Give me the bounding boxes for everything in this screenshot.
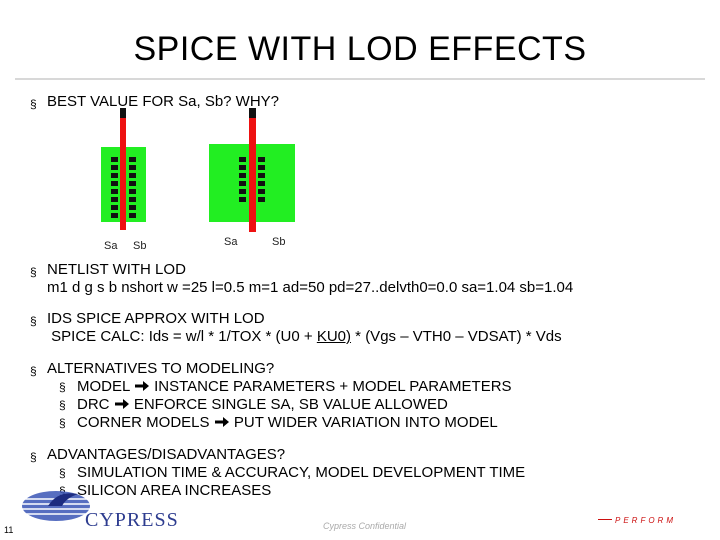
contact-column-right-drain: [258, 157, 265, 202]
label-sb-left: Sb: [133, 240, 147, 252]
contact-square: [111, 205, 118, 210]
label-sb-right: Sb: [272, 236, 286, 248]
bullet-alternatives: ALTERNATIVES TO MODELING? § MODEL INSTANC…: [47, 360, 512, 432]
contact-square: [239, 197, 246, 202]
gate-poly-right: [249, 108, 256, 232]
contact-square: [129, 165, 136, 170]
cypress-tree-logo-icon: [22, 491, 92, 521]
bullet-netlist: NETLIST WITH LOD m1 d g s b nshort w =25…: [47, 261, 573, 297]
arrow-right-icon: [134, 381, 149, 391]
contact-square: [129, 205, 136, 210]
sub-bullet-marker: §: [59, 380, 66, 394]
contact-square: [258, 197, 265, 202]
sub-bullet-marker: §: [59, 466, 66, 480]
contact-column-left-drain: [129, 157, 136, 218]
contact-column-right-source: [239, 157, 246, 202]
confidential-label: Cypress Confidential: [323, 521, 407, 531]
ids-formula: SPICE CALC: Ids = w/l * 1/TOX * (U0 + KU…: [47, 328, 562, 346]
formula-ku0: KU0): [316, 328, 352, 345]
arrow-right-icon: [114, 399, 129, 409]
alt-item-corner-models: § CORNER MODELS PUT WIDER VARIATION INTO …: [59, 414, 498, 431]
brand-logo-text: CYPRESS: [85, 509, 179, 531]
sub-bullet-marker: §: [59, 398, 66, 412]
contact-square: [258, 189, 265, 194]
contact-square: [111, 173, 118, 178]
perform-tagline: PERFORM: [615, 516, 676, 525]
sub-bullet-marker: §: [59, 416, 66, 430]
netlist-line: m1 d g s b nshort w =25 l=0.5 m=1 ad=50 …: [47, 279, 574, 296]
gate-contact-right: [249, 108, 256, 118]
alt-item-drc: § DRC ENFORCE SINGLE SA, SB VALUE ALLOWED: [59, 396, 448, 413]
gate-poly-left: [120, 108, 126, 230]
bullet-marker: §: [30, 97, 37, 111]
label-sa-right: Sa: [224, 236, 238, 248]
formula-pre: SPICE CALC: Ids = w/l * 1/TOX * (U0 +: [51, 328, 317, 345]
bullet-marker: §: [30, 265, 37, 279]
label-sa-left: Sa: [104, 240, 118, 252]
contact-square: [258, 157, 265, 162]
contact-square: [239, 165, 246, 170]
contact-square: [129, 181, 136, 186]
tagline-rule: [598, 519, 612, 520]
slide-title: SPICE WITH LOD EFFECTS: [133, 30, 587, 68]
title-divider: [15, 78, 705, 80]
contact-square: [239, 173, 246, 178]
advantages-heading: ADVANTAGES/DISADVANTAGES?: [47, 446, 286, 463]
contact-square: [111, 213, 118, 218]
contact-square: [129, 213, 136, 218]
gate-contact-left: [120, 108, 126, 118]
adv-item-silicon: § SILICON AREA INCREASES: [59, 482, 272, 499]
contact-square: [111, 165, 118, 170]
contact-square: [239, 189, 246, 194]
sub-bullet-marker: §: [59, 484, 66, 498]
contact-square: [258, 165, 265, 170]
adv-item-simulation: § SIMULATION TIME & ACCURACY, MODEL DEVEL…: [59, 464, 526, 481]
contact-square: [111, 181, 118, 186]
bullet-marker: §: [30, 314, 37, 328]
bullet-best-value: BEST VALUE FOR Sa, Sb? WHY?: [47, 93, 280, 110]
bullet-marker: §: [30, 364, 37, 378]
bullet-ids-approx: IDS SPICE APPROX WITH LOD SPICE CALC: Id…: [47, 310, 562, 346]
contact-square: [111, 189, 118, 194]
ids-heading: IDS SPICE APPROX WITH LOD: [47, 310, 265, 327]
bullet-marker: §: [30, 450, 37, 464]
alt-item-model: § MODEL INSTANCE PARAMETERS + MODEL PARAM…: [59, 378, 512, 395]
arrow-right-icon: [214, 417, 229, 427]
contact-square: [129, 157, 136, 162]
contact-square: [258, 173, 265, 178]
contact-square: [111, 157, 118, 162]
contact-square: [258, 181, 265, 186]
contact-column-left-source: [111, 157, 118, 218]
netlist-heading: NETLIST WITH LOD: [47, 261, 186, 278]
alternatives-heading: ALTERNATIVES TO MODELING?: [47, 360, 275, 377]
contact-square: [129, 197, 136, 202]
contact-square: [129, 173, 136, 178]
contact-square: [239, 181, 246, 186]
contact-square: [129, 189, 136, 194]
formula-post: * (Vgs – VTH0 – VDSAT) * Vds: [351, 328, 562, 345]
contact-square: [111, 197, 118, 202]
bullet-advantages: ADVANTAGES/DISADVANTAGES? § SIMULATION TI…: [47, 446, 525, 500]
contact-square: [239, 157, 246, 162]
page-number: 11: [4, 525, 14, 535]
